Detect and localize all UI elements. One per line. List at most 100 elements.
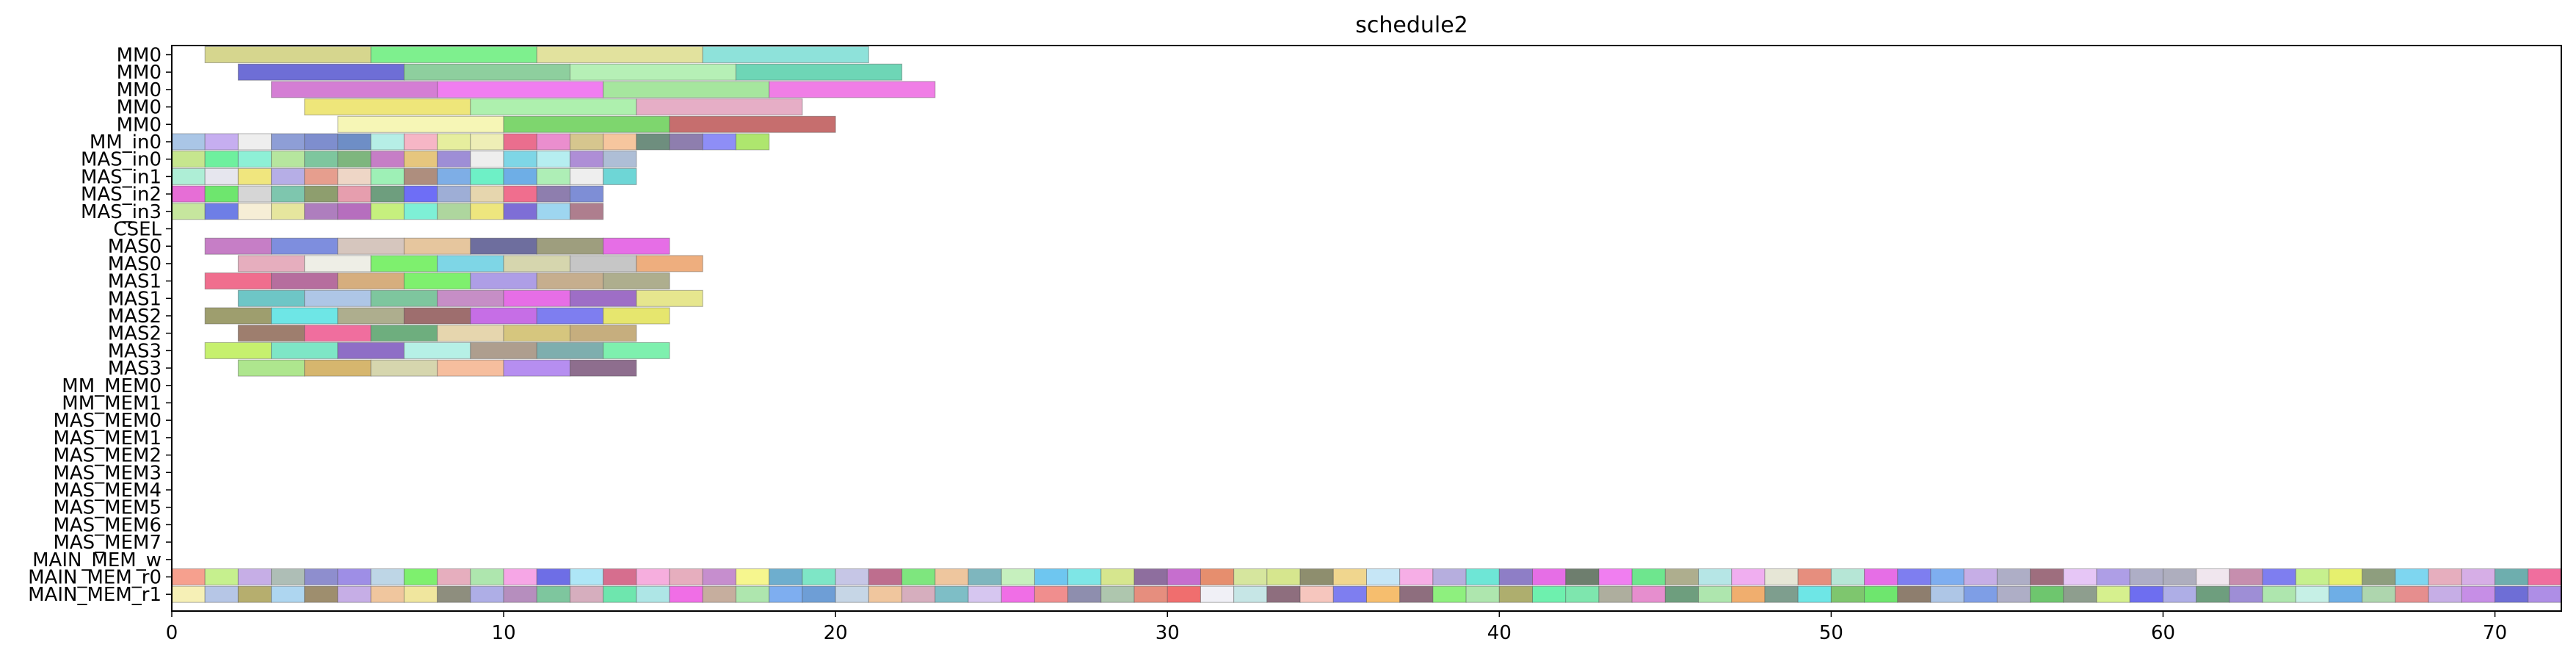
task-bar (271, 585, 305, 603)
task-bar (1631, 585, 1666, 603)
y-tick-label: MAS_MEM5 (53, 497, 162, 519)
task-bar (503, 133, 537, 151)
task-bar (570, 568, 604, 585)
task-bar (1399, 585, 1434, 603)
task-bar (403, 133, 438, 151)
task-bar (470, 167, 504, 185)
task-bar (1963, 568, 1998, 585)
x-tick-label: 20 (824, 622, 848, 644)
task-bar (204, 585, 239, 603)
task-bar (536, 203, 571, 220)
task-bar (570, 255, 637, 272)
task-bar (1366, 585, 1401, 603)
task-bar (304, 568, 338, 585)
task-bar (403, 63, 570, 81)
task-bar (603, 151, 637, 168)
y-tick-label: MAS_MEM4 (53, 480, 162, 502)
task-bar (1897, 585, 1931, 603)
task-bar (337, 307, 404, 325)
task-bar (403, 185, 438, 203)
task-bar (603, 81, 770, 98)
task-bar (171, 133, 206, 151)
y-tick-label: MAS0 (108, 253, 162, 275)
task-bar (1001, 585, 1035, 603)
task-bar (603, 237, 670, 255)
task-bar (271, 203, 305, 220)
task-bar (271, 342, 338, 359)
task-bar (470, 133, 504, 151)
task-bar (503, 203, 537, 220)
task-bar (370, 325, 438, 342)
y-tick-label: MAS_in3 (81, 201, 162, 223)
task-bar (204, 272, 272, 290)
task-bar (304, 98, 471, 116)
task-bar (669, 568, 703, 585)
task-bar (503, 115, 670, 133)
task-bar (1067, 568, 1102, 585)
task-bar (503, 585, 537, 603)
y-tick-label: MM0 (117, 97, 162, 119)
y-tick-label: MAS_MEM2 (53, 445, 162, 467)
task-bar (2395, 585, 2429, 603)
task-bar (204, 151, 239, 168)
task-bar (337, 203, 371, 220)
x-tick-label: 60 (2151, 622, 2175, 644)
y-tick-label: MAS2 (108, 323, 162, 345)
task-bar (736, 133, 770, 151)
task-bar (835, 585, 869, 603)
task-bar (1366, 568, 1401, 585)
task-bar (370, 585, 404, 603)
task-bar (171, 203, 206, 220)
task-bar (204, 133, 239, 151)
task-bar (603, 568, 637, 585)
task-bar (736, 568, 770, 585)
task-bar (769, 568, 803, 585)
task-bar (437, 255, 504, 272)
task-bar (2528, 585, 2562, 603)
task-bar (337, 237, 404, 255)
x-tick-label: 30 (1155, 622, 1180, 644)
task-bar (437, 203, 471, 220)
y-tick-label: MAS_in1 (81, 166, 162, 188)
task-bar (237, 289, 305, 307)
task-bar (1565, 568, 1600, 585)
task-bar (237, 63, 404, 81)
task-bar (370, 133, 404, 151)
task-bar (603, 133, 637, 151)
task-bar (337, 133, 371, 151)
task-bar (1465, 568, 1500, 585)
task-bar (171, 151, 206, 168)
task-bar (2395, 568, 2429, 585)
task-bar (1565, 585, 1600, 603)
task-bar (1299, 585, 1334, 603)
task-bar (337, 115, 504, 133)
task-bar (503, 325, 570, 342)
task-bar (337, 185, 371, 203)
task-bar (536, 585, 571, 603)
task-bar (370, 185, 404, 203)
task-bar (702, 46, 869, 63)
task-bar (370, 46, 537, 63)
task-bar (536, 307, 604, 325)
task-bar (470, 185, 504, 203)
task-bar (403, 307, 471, 325)
task-bar (1996, 585, 2031, 603)
task-bar (2229, 568, 2263, 585)
task-bar (603, 585, 637, 603)
task-bar (1200, 585, 1235, 603)
task-bar (271, 568, 305, 585)
task-bar (802, 568, 836, 585)
task-bar (2428, 585, 2462, 603)
task-bar (304, 151, 338, 168)
task-bar (1167, 568, 1201, 585)
task-bar (702, 585, 737, 603)
task-bar (769, 585, 803, 603)
task-bar (337, 167, 371, 185)
task-bar (669, 115, 836, 133)
task-bar (271, 133, 305, 151)
task-bar (1299, 568, 1334, 585)
task-bar (1764, 568, 1799, 585)
task-bar (403, 342, 471, 359)
y-tick-label: MAS_in2 (81, 184, 162, 206)
task-bar (570, 359, 637, 377)
